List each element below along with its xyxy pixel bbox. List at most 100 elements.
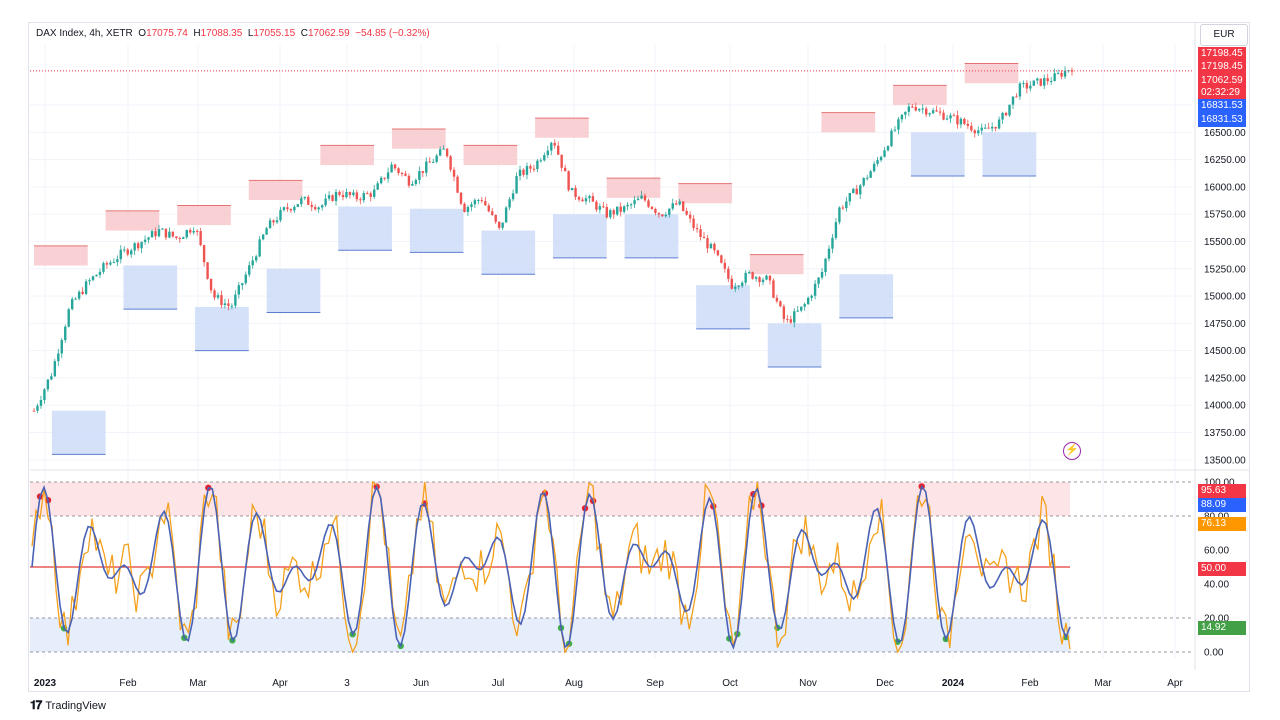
resistance-zone xyxy=(893,85,947,106)
candle-body xyxy=(650,206,654,210)
osc-tag-upper: 95.63 xyxy=(1198,484,1246,498)
candle-body xyxy=(497,221,501,228)
candle-body xyxy=(313,207,317,210)
time-tick-label: Apr xyxy=(1167,678,1183,689)
candle-body xyxy=(223,303,227,305)
candle-body xyxy=(411,183,414,186)
candle-body xyxy=(560,154,563,168)
osc-k-line xyxy=(31,484,1071,650)
candle-body xyxy=(331,195,334,201)
price-tag-high: 17198.45 xyxy=(1198,47,1246,61)
time-tick-label: Sep xyxy=(646,678,664,689)
candle-body xyxy=(539,160,543,162)
candle-body xyxy=(53,361,57,377)
candle-body xyxy=(668,208,671,215)
candle-body xyxy=(935,110,938,112)
candle-body xyxy=(36,405,39,411)
candle-body xyxy=(501,222,504,228)
candle-body xyxy=(1060,72,1063,77)
candle-body xyxy=(772,280,775,298)
candle-body xyxy=(206,262,209,279)
candle-body xyxy=(60,340,63,354)
candle-body xyxy=(241,283,244,286)
close-value: 17062.59 xyxy=(307,28,350,39)
chart-frame[interactable] xyxy=(28,22,1250,692)
open-value: 17075.74 xyxy=(146,28,188,39)
candle-body xyxy=(581,199,584,202)
candle-body xyxy=(681,201,685,211)
candle-body xyxy=(459,192,463,204)
candle-body xyxy=(435,155,438,162)
price-tick-label: 16000.00 xyxy=(1204,182,1246,193)
candle-body xyxy=(213,290,216,298)
candle-body xyxy=(143,239,147,242)
candle-body xyxy=(605,206,609,218)
candle-body xyxy=(1063,70,1067,77)
candle-body xyxy=(244,274,247,284)
candle-body xyxy=(157,229,161,237)
candle-body xyxy=(636,198,640,201)
candle-body xyxy=(723,262,727,269)
candle-body xyxy=(622,206,626,212)
candle-body xyxy=(324,198,327,206)
candle-body xyxy=(977,130,980,134)
candle-body xyxy=(379,177,383,184)
candle-body xyxy=(484,200,487,206)
candle-body xyxy=(265,228,268,235)
currency-button[interactable]: EUR xyxy=(1200,24,1248,46)
candle-body xyxy=(74,298,77,300)
symbol-title: DAX Index, 4h, XETR xyxy=(36,28,133,39)
price-tag-last: 17062.59 xyxy=(1198,74,1246,88)
candle-body xyxy=(956,115,959,125)
candle-body xyxy=(661,214,664,217)
candle-body xyxy=(150,231,154,238)
resistance-zone xyxy=(105,210,160,231)
candle-body xyxy=(685,210,688,215)
resistance-zone xyxy=(248,180,303,201)
price-tag-high2: 17198.45 xyxy=(1198,60,1246,74)
osc-tick-label: 60.00 xyxy=(1204,546,1229,557)
candle-body xyxy=(445,148,449,157)
candle-body xyxy=(900,114,904,120)
candle-body xyxy=(352,192,355,196)
candle-body xyxy=(175,236,178,238)
candle-body xyxy=(793,311,796,323)
price-tag-low2: 16831.53 xyxy=(1198,113,1246,127)
candle-body xyxy=(1004,112,1008,116)
candle-body xyxy=(543,155,546,161)
time-tick-label: Nov xyxy=(799,678,817,689)
candle-body xyxy=(254,256,258,261)
candle-body xyxy=(789,319,793,323)
candle-body xyxy=(286,207,289,210)
price-tick-label: 14250.00 xyxy=(1204,373,1246,384)
candle-body xyxy=(1032,80,1036,86)
candle-body xyxy=(845,201,848,209)
candle-body xyxy=(782,306,786,319)
candle-body xyxy=(612,210,615,215)
price-tick-label: 14000.00 xyxy=(1204,401,1246,412)
candle-body xyxy=(1039,78,1042,86)
candle-body xyxy=(1043,78,1046,86)
candle-body xyxy=(46,379,50,390)
candle-body xyxy=(914,106,917,111)
time-tick-label: Feb xyxy=(119,678,137,689)
candle-body xyxy=(827,248,831,259)
candle-body xyxy=(952,115,956,117)
candle-body xyxy=(747,272,751,274)
price-tick-label: 14500.00 xyxy=(1204,346,1246,357)
candle-body xyxy=(81,291,84,294)
candle-body xyxy=(147,237,150,240)
lightning-icon[interactable]: ⚡ xyxy=(1063,442,1081,460)
candle-body xyxy=(522,169,525,175)
support-zone xyxy=(51,410,106,455)
candle-body xyxy=(199,231,202,246)
candle-body xyxy=(515,176,518,194)
candle-body xyxy=(362,193,365,201)
candle-body xyxy=(348,192,352,196)
candle-body xyxy=(248,265,251,275)
candle-body xyxy=(105,263,109,265)
candle-body xyxy=(713,243,716,251)
time-tick-label: Aug xyxy=(565,678,583,689)
candle-body xyxy=(1018,83,1022,97)
